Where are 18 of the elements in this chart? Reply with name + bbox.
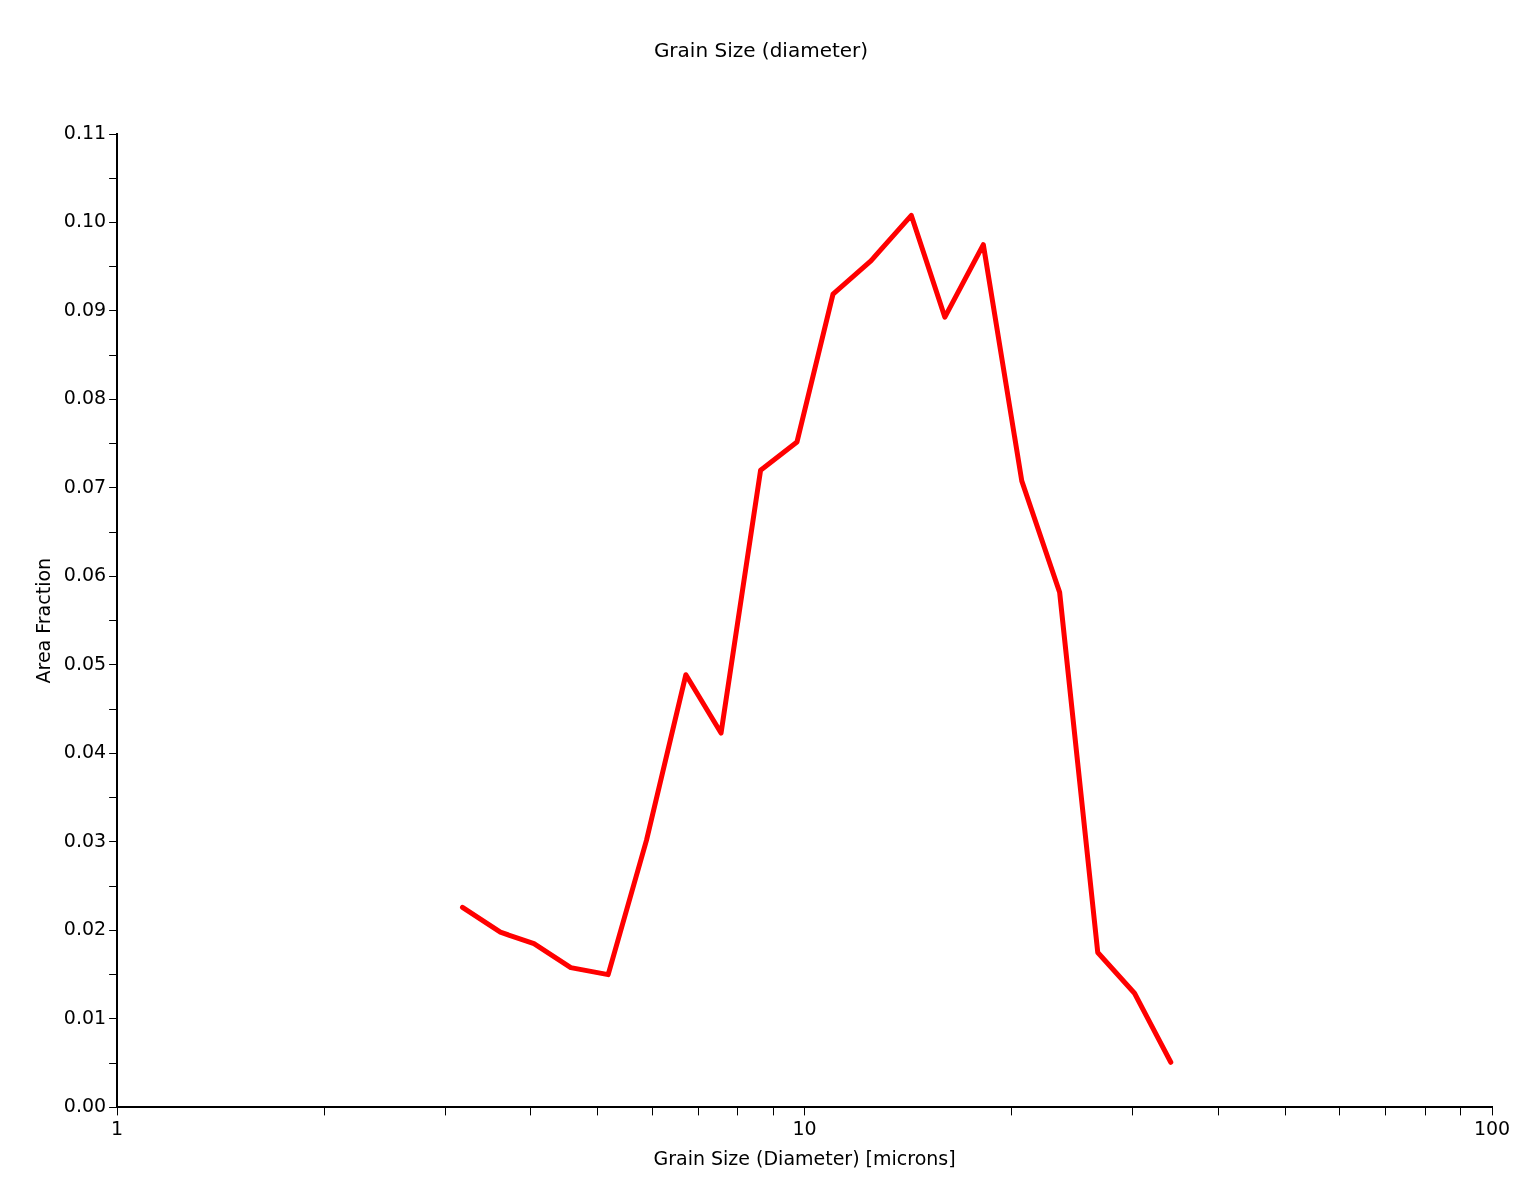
y-tick-label: 0.02: [63, 917, 107, 940]
y-axis-title: Area Fraction: [32, 557, 55, 684]
y-tick-label: 0.06: [63, 563, 107, 586]
y-tick-label: 0.11: [63, 120, 107, 143]
x-axis-title: Grain Size (Diameter) [microns]: [653, 1146, 956, 1169]
x-tick-label: 1: [111, 1116, 124, 1139]
x-tick-label: 100: [1473, 1116, 1511, 1139]
y-tick-label: 0.07: [63, 474, 107, 497]
y-tick-label: 0.03: [63, 828, 107, 851]
y-tick-label: 0.08: [63, 386, 107, 409]
y-tick-label: 0.01: [63, 1005, 107, 1028]
y-tick-label: 0.10: [63, 209, 107, 232]
chart-title: Grain Size (diameter): [653, 38, 869, 63]
y-tick-label: 0.09: [63, 297, 107, 320]
y-tick-label: 0.05: [63, 651, 107, 674]
y-tick-label: 0.04: [63, 740, 107, 763]
y-tick-label: 0.00: [63, 1094, 107, 1117]
x-tick-label: 10: [792, 1116, 817, 1139]
